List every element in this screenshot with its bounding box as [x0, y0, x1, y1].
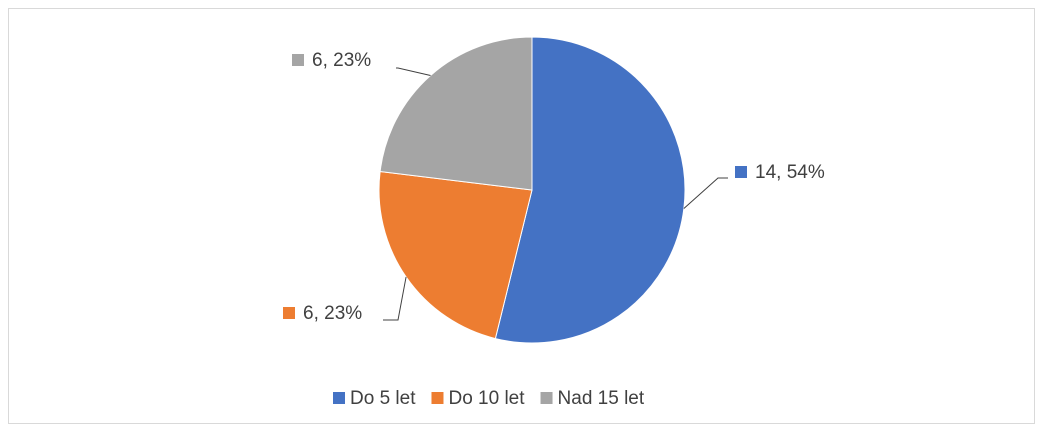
data-label: 6, 23%: [312, 50, 371, 71]
legend-marker: [431, 392, 444, 404]
legend-marker: [540, 392, 553, 404]
label-marker: [283, 307, 295, 319]
leader-line: [383, 276, 407, 321]
label-marker: [292, 54, 304, 66]
pie-slice: [379, 36, 533, 191]
leader-line: [396, 67, 431, 76]
pie-slice: [378, 171, 533, 340]
pie-slice: [494, 36, 686, 344]
legend-label: Do 10 let: [448, 388, 525, 409]
data-label: 14, 54%: [755, 162, 825, 183]
legend-label: Nad 15 let: [558, 388, 645, 409]
data-label: 6, 23%: [303, 303, 362, 324]
leader-line: [683, 177, 728, 209]
legend-label: Do 5 let: [350, 388, 416, 409]
legend-marker: [333, 392, 345, 404]
label-marker: [735, 166, 747, 178]
